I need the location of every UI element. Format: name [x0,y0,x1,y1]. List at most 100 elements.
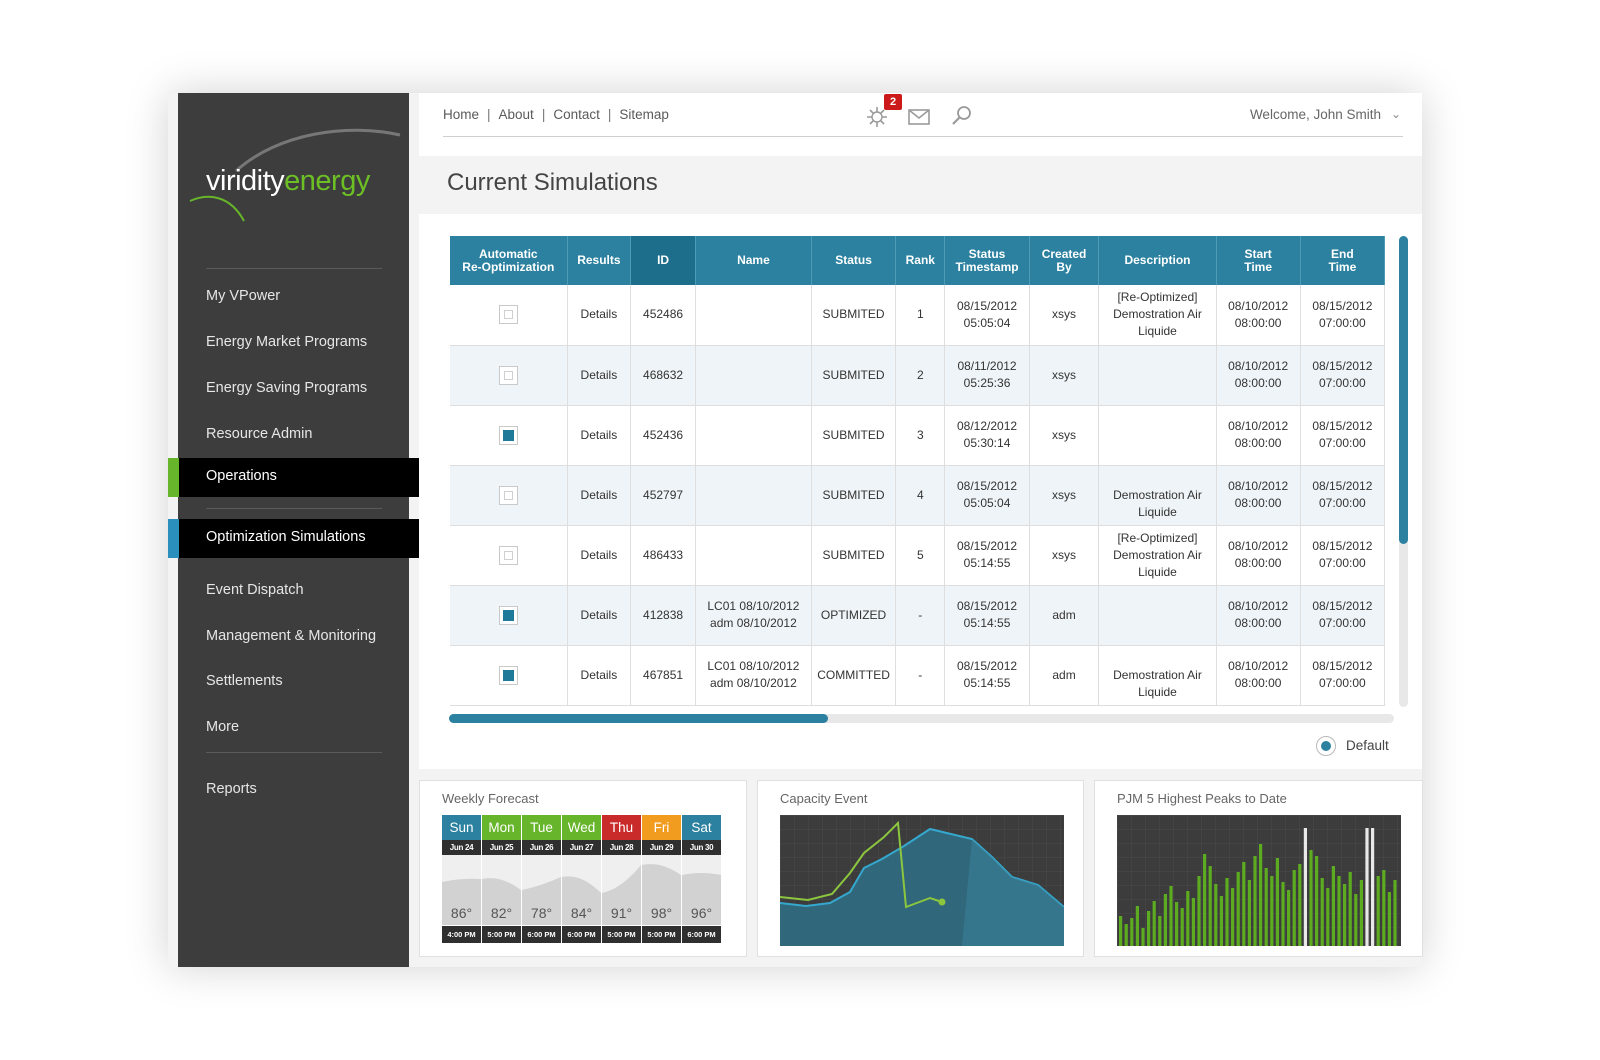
column-header-status[interactable]: Status [811,236,897,285]
details-link[interactable]: Details [580,487,618,502]
forecast-day[interactable]: Sun Jun 24 86° 4:00 PM [442,815,481,958]
date-text: 08/15/2012 [1312,419,1373,433]
peak-bar [1376,876,1380,946]
auto-reopt-checkbox[interactable] [498,605,518,625]
column-header-status-timestamp[interactable]: Status Timestamp [944,236,1030,285]
time-text: 05:30:14 [963,436,1011,450]
table-row[interactable]: Details 467851 LC01 08/10/2012 adm 08/10/20… [450,645,1386,706]
details-link[interactable]: Details [580,427,618,442]
time-text: 07:00:00 [1319,436,1366,450]
nav-link-contact[interactable]: Contact [553,107,600,122]
forecast-day[interactable]: Wed Jun 27 84° 6:00 PM [562,815,601,958]
auto-reopt-checkbox[interactable] [498,665,518,685]
day-name: Mon [482,815,521,840]
sidebar-item-event-dispatch[interactable]: Event Dispatch [206,582,304,598]
start-time-cell: 08/10/2012 08:00:00 [1216,405,1301,466]
column-header-created-by[interactable]: Created By [1029,236,1100,285]
notifications-icon[interactable] [866,106,888,128]
column-header-name[interactable]: Name [695,236,812,285]
details-link[interactable]: Details [580,607,618,622]
sidebar-item-settlements[interactable]: Settlements [206,673,283,689]
column-header-end-time[interactable]: End Time [1300,236,1386,285]
table-row[interactable]: Details 486433 SUBMITED 5 08/15/2012 05:14:55… [450,525,1386,586]
day-temperature: 91° [610,905,633,921]
table-row[interactable]: Details 452486 SUBMITED 1 08/15/2012 05:05:04… [450,285,1386,346]
sidebar-item-operations[interactable]: Operations [168,458,419,497]
sidebar-item-optimization-simulations[interactable]: Optimization Simulations [168,519,429,558]
rank-cell: 3 [895,405,946,466]
details-link[interactable]: Details [580,667,618,682]
forecast-day[interactable]: Thu Jun 28 91° 5:00 PM [602,815,641,958]
forecast-day[interactable]: Fri Jun 29 98° 5:00 PM [642,815,681,958]
details-link[interactable]: Details [580,367,618,382]
peak-bar [1309,850,1313,946]
time-text: 05:14:55 [963,676,1011,690]
nav-link-about[interactable]: About [498,107,534,122]
temperature-wave [522,855,561,925]
column-header-auto-reopt[interactable]: Automatic Re-Optimization [450,236,568,285]
scrollbar-thumb[interactable] [1399,236,1408,544]
column-header-start-time[interactable]: Start Time [1216,236,1301,285]
sidebar-item-my-vpower[interactable]: My VPower [206,288,281,304]
logo: viridityenergy [178,93,409,263]
description-cell: Demostration Air Liquide [1098,465,1217,526]
table-row[interactable]: Details 452436 SUBMITED 3 08/12/2012 05:30:14… [450,405,1386,466]
description-line: Demostration Air [1113,667,1202,682]
auto-reopt-checkbox[interactable] [498,425,518,445]
header-text: Status [835,253,872,267]
search-icon[interactable] [951,105,973,127]
chevron-down-icon[interactable]: ⌄ [1390,107,1401,121]
day-peak-time: 6:00 PM [522,926,561,943]
nav-link-home[interactable]: Home [443,107,480,122]
nav-link-sitemap[interactable]: Sitemap [619,107,669,122]
forecast-day[interactable]: Mon Jun 25 82° 5:00 PM [482,815,521,958]
column-header-description[interactable]: Description [1098,236,1217,285]
default-radio[interactable] [1316,736,1336,756]
simulations-table: Automatic Re-Optimization Results ID Name… [450,236,1386,706]
table-horizontal-scrollbar[interactable] [449,714,1394,723]
temperature-wave [642,855,681,925]
temperature-wave [562,855,601,925]
name-line: LC01 08/10/2012 [707,659,800,673]
time-text: 07:00:00 [1319,315,1366,330]
temperature-wave [482,855,521,925]
logo-text: viridityenergy [206,165,370,198]
sidebar-item-resource-admin[interactable]: Resource Admin [206,426,313,442]
column-header-results[interactable]: Results [567,236,632,285]
sidebar-item-energy-saving-programs[interactable]: Energy Saving Programs [206,380,368,396]
details-link[interactable]: Details [580,307,618,322]
checkbox-mark [503,370,513,380]
status-cell: SUBMITED [811,345,897,406]
radio-dot [1321,741,1331,751]
column-header-rank[interactable]: Rank [895,236,946,285]
selected-indicator [168,519,179,558]
id-cell: 468632 [630,345,696,406]
forecast-day[interactable]: Tue Jun 26 78° 6:00 PM [522,815,561,958]
day-temperature: 96° [690,905,713,921]
auto-reopt-checkbox[interactable] [498,485,518,505]
sidebar-item-more[interactable]: More [206,719,240,735]
table-row[interactable]: Details 412838 LC01 08/10/2012 adm 08/10/20… [450,585,1386,646]
date-text: 08/15/2012 [1312,539,1373,553]
column-header-id[interactable]: ID [630,236,696,285]
created-by-cell: adm [1029,645,1100,706]
header-text: By [1056,259,1072,274]
auto-reopt-checkbox[interactable] [498,545,518,565]
welcome-user[interactable]: Welcome, John Smith [1249,107,1381,122]
created-by-cell: xsys [1029,405,1100,466]
details-link[interactable]: Details [580,547,618,562]
results-cell: Details [567,585,632,646]
table-vertical-scrollbar[interactable] [1399,236,1408,707]
auto-reopt-checkbox[interactable] [498,305,518,325]
mail-icon[interactable] [908,109,930,125]
forecast-day[interactable]: Sat Jun 30 96° 6:00 PM [682,815,721,958]
sidebar-item-energy-market-programs[interactable]: Energy Market Programs [206,334,368,350]
auto-reopt-checkbox[interactable] [498,365,518,385]
scrollbar-thumb[interactable] [449,714,828,723]
table-row[interactable]: Details 468632 SUBMITED 2 08/11/2012 05:25:36… [450,345,1386,406]
table-row[interactable]: Details 452797 SUBMITED 4 08/15/2012 05:05:04… [450,465,1386,526]
sidebar-item-reports[interactable]: Reports [206,781,257,797]
date-text: 08/10/2012 [1228,479,1289,493]
sidebar-item-management-monitoring[interactable]: Management & Monitoring [206,628,377,644]
header-text: Time [1328,259,1357,274]
